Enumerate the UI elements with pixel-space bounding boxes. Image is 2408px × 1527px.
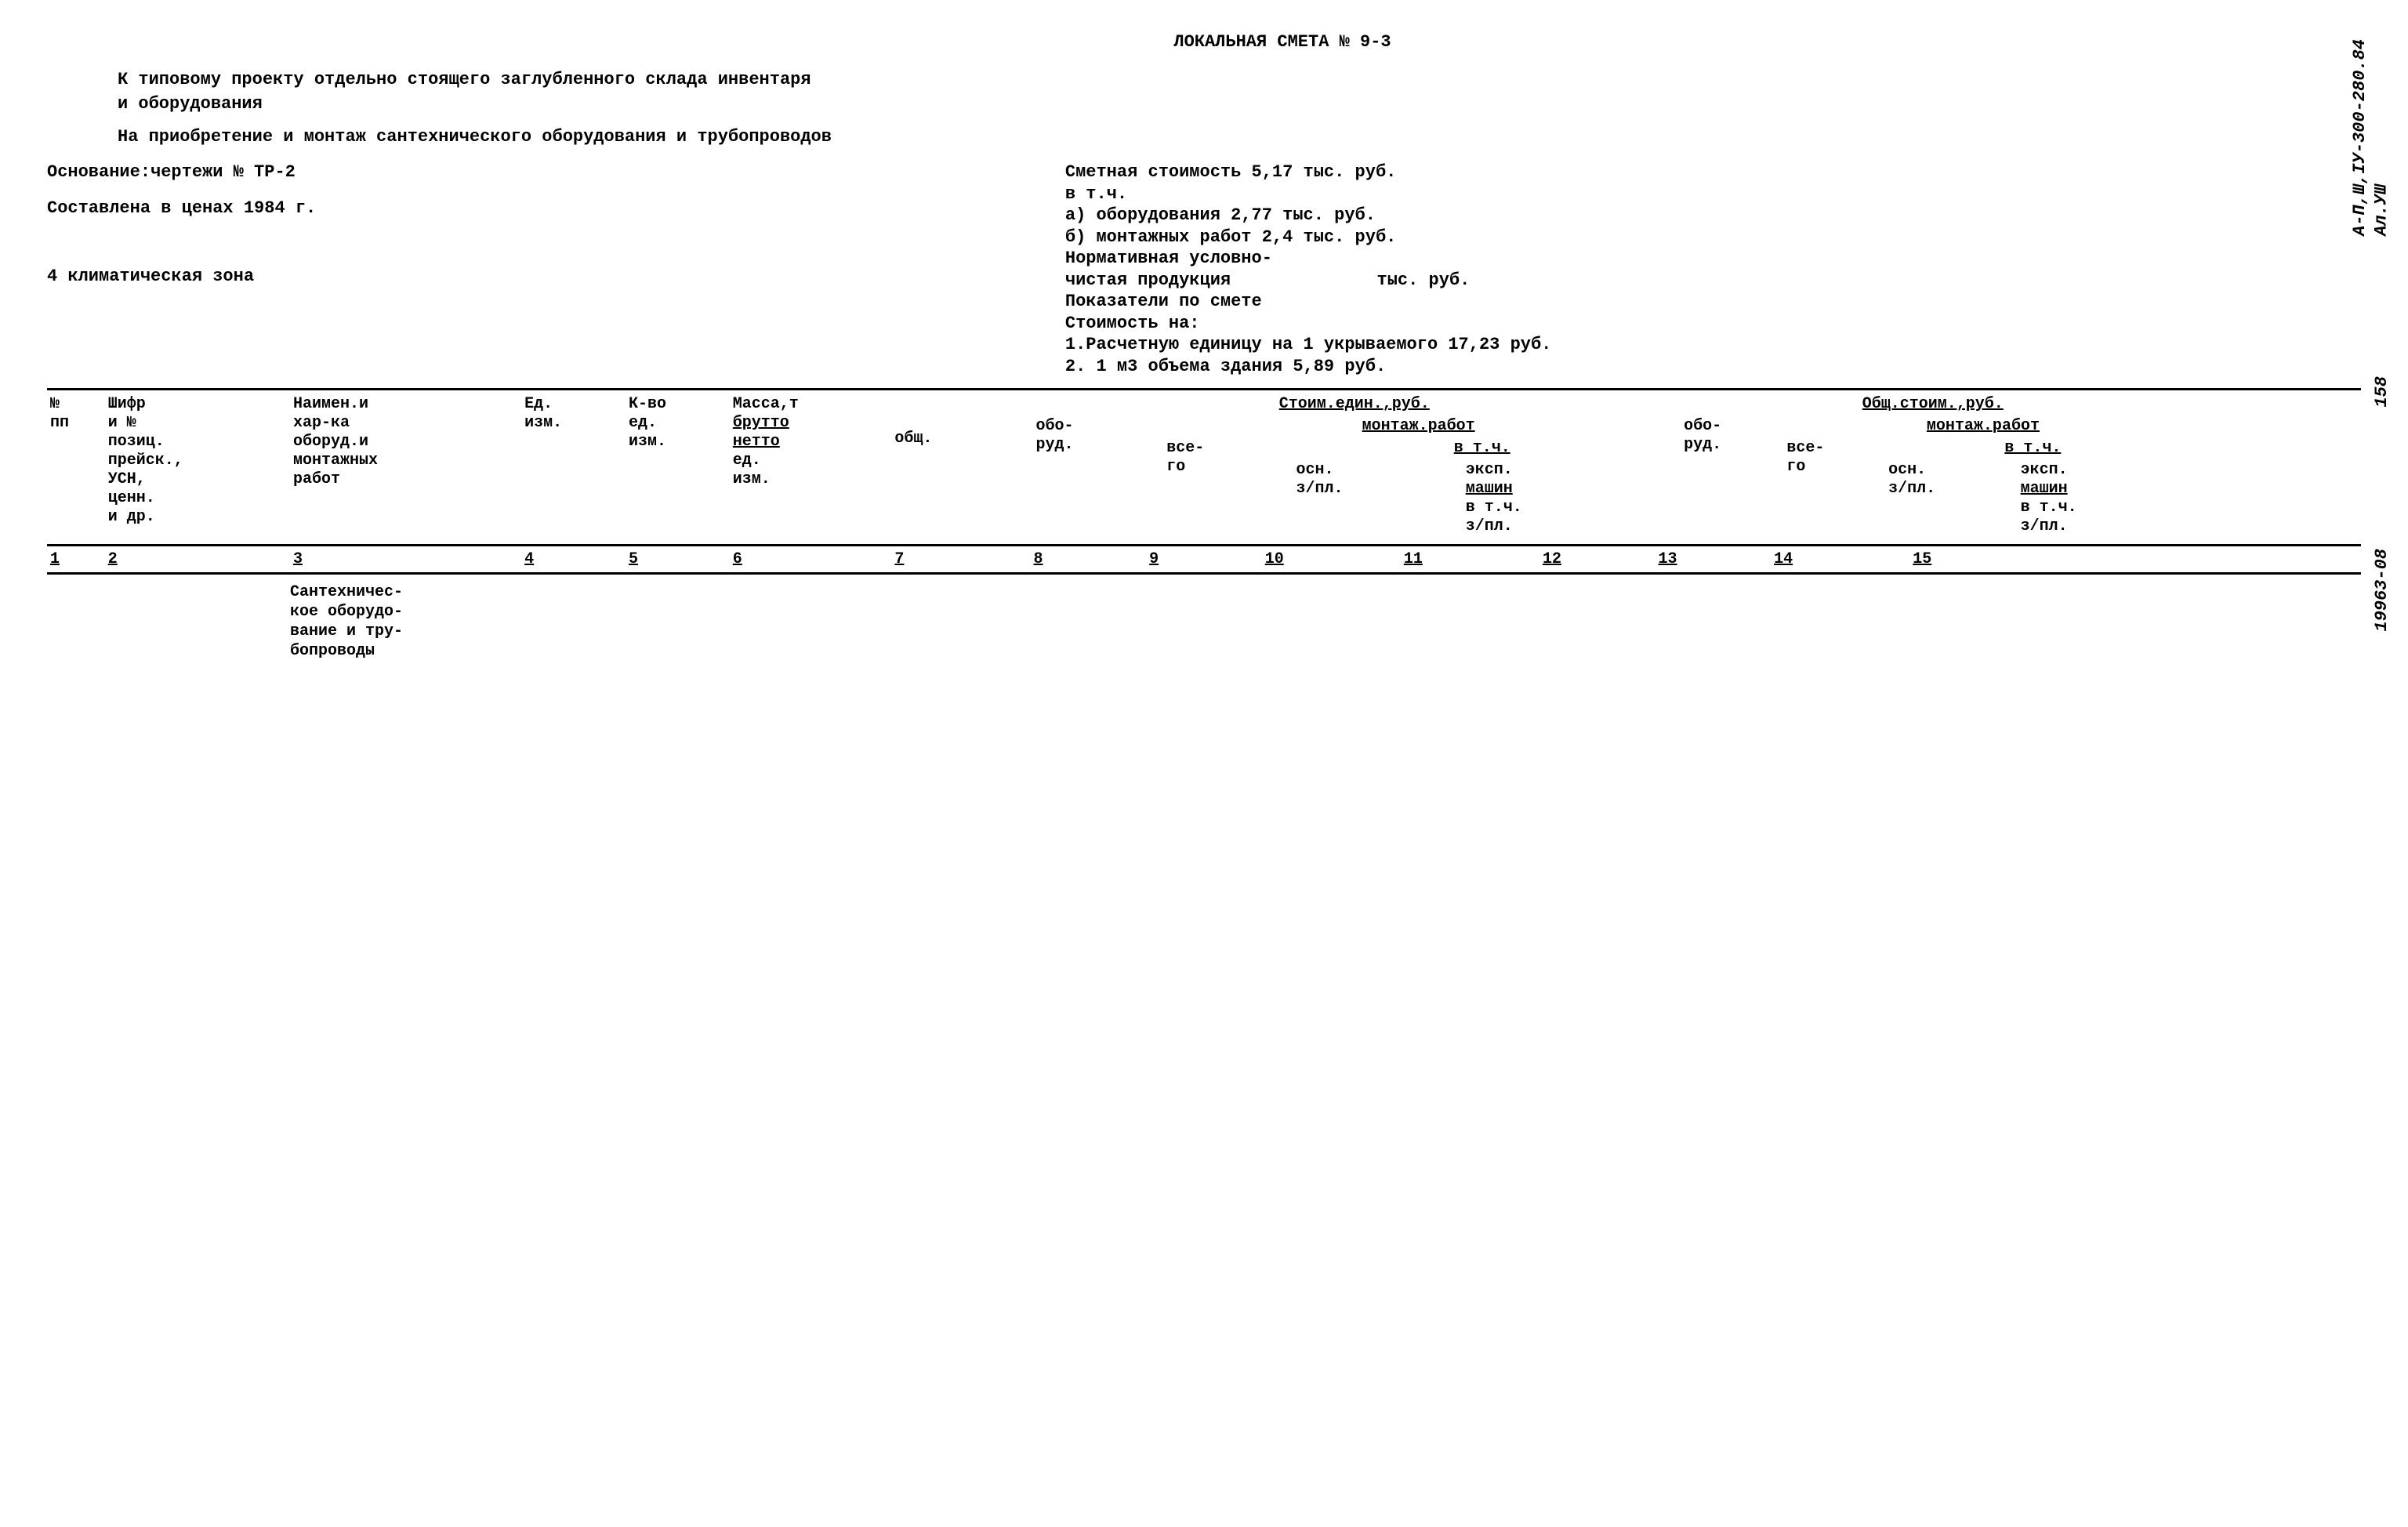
- side-stamp: 19963-08: [2371, 549, 2393, 632]
- group-stoim: Стоим.един.,руб. обо-руд. монтаж.работ в…: [1031, 395, 1679, 536]
- side-page: 158: [2371, 376, 2393, 408]
- col-7: общ.: [891, 395, 1030, 536]
- col-9: все-го: [1164, 439, 1291, 536]
- col-8: обо-руд.: [1034, 417, 1162, 536]
- cost-l5: Нормативная условно-: [1065, 248, 2361, 270]
- row-name: Сантехничес-кое оборудо-вание и тру-бопр…: [290, 582, 752, 661]
- col-14: осн.з/пл.: [1886, 461, 2018, 536]
- basis-text: Основание:чертежи № ТР-2: [47, 161, 1065, 183]
- num-8: 8: [1031, 550, 1147, 569]
- col-3: Наимен.ихар-каоборуд.имонтажныхработ: [290, 395, 521, 536]
- cost-l3: а) оборудования 2,77 тыс. руб.: [1065, 205, 2361, 227]
- vtch-label-2: в т.ч.: [1886, 439, 2179, 458]
- col-11: эксп. машин в т.ч. з/пл.: [1463, 461, 1670, 536]
- num-5: 5: [626, 550, 730, 569]
- col-5: К-воед.изм.: [626, 395, 730, 536]
- table-row: Сантехничес-кое оборудо-вание и тру-бопр…: [47, 575, 2361, 661]
- num-11: 11: [1401, 550, 1539, 569]
- intro-line-1: К типовому проекту отдельно стоящего заг…: [118, 69, 2126, 91]
- cost-l6a: чистая продукция: [1065, 270, 1231, 290]
- num-15: 15: [1909, 550, 2048, 569]
- intro-line-3: На приобретение и монтаж сантехнического…: [118, 126, 2126, 148]
- montazh-label: монтаж.работ: [1164, 417, 1673, 436]
- cost-l8: Стоимость на:: [1065, 313, 2361, 335]
- group-obsh: Общ.стоим.,руб. обо-руд. монтаж.работ вс…: [1678, 395, 2187, 536]
- intro-block: К типовому проекту отдельно стоящего заг…: [118, 69, 2126, 148]
- doc-title: ЛОКАЛЬНАЯ СМЕТА № 9-3: [204, 31, 2361, 53]
- num-13: 13: [1656, 550, 1772, 569]
- montazh-label-2: монтаж.работ: [1784, 417, 2181, 436]
- num-9: 9: [1146, 550, 1262, 569]
- col-1: №пп: [47, 395, 105, 536]
- num-4: 4: [521, 550, 626, 569]
- cost-l2: в т.ч.: [1065, 183, 2361, 205]
- col-12: обо-руд.: [1681, 417, 1782, 536]
- vtch-label: в т.ч.: [1293, 439, 1670, 458]
- num-10: 10: [1262, 550, 1401, 569]
- table-header: №пп Шифри №позиц.прейск.,УСН,ценн.и др. …: [47, 390, 2361, 546]
- cost-l1: Сметная стоимость 5,17 тыс. руб.: [1065, 161, 2361, 183]
- cost-l4: б) монтажных работ 2,4 тыс. руб.: [1065, 227, 2361, 248]
- zone-text: 4 климатическая зона: [47, 266, 1065, 288]
- cost-l9: 1.Расчетную единицу на 1 укрываемого 17,…: [1065, 334, 2361, 356]
- side-code-1: А-П,Ш,IУ-300-280.84: [2350, 39, 2370, 236]
- num-12: 12: [1539, 550, 1656, 569]
- estimate-table: №пп Шифри №позиц.прейск.,УСН,ценн.и др. …: [47, 388, 2361, 661]
- col-6: Масса,т брутто нетто ед.изм.: [730, 395, 892, 536]
- cost-summary: Сметная стоимость 5,17 тыс. руб. в т.ч. …: [1065, 161, 2361, 377]
- cost-l6b: тыс. руб.: [1377, 270, 1471, 290]
- col-2: Шифри №позиц.прейск.,УСН,ценн.и др.: [105, 395, 290, 536]
- cost-l7: Показатели по смете: [1065, 291, 2361, 313]
- cost-l6: чистая продукция тыс. руб.: [1065, 270, 2361, 292]
- col-15: эксп. машин в т.ч. з/пл.: [2018, 461, 2180, 536]
- num-6: 6: [730, 550, 892, 569]
- prices-text: Составлена в ценах 1984 г.: [47, 198, 1065, 219]
- col-10: осн.з/пл.: [1293, 461, 1463, 536]
- num-3: 3: [290, 550, 521, 569]
- cost-l10: 2. 1 м3 объема здания 5,89 руб.: [1065, 356, 2361, 378]
- num-7: 7: [891, 550, 1030, 569]
- column-numbers: 1 2 3 4 5 6 7 8 9 10 11 12 13 14 15: [47, 546, 2361, 575]
- side-code-2: Ал.УШ: [2372, 184, 2392, 236]
- intro-line-2: и оборудования: [118, 93, 2126, 115]
- col-4: Ед.изм.: [521, 395, 626, 536]
- col-13: все-го: [1784, 439, 1884, 536]
- num-1: 1: [47, 550, 105, 569]
- num-14: 14: [1771, 550, 1909, 569]
- num-2: 2: [105, 550, 290, 569]
